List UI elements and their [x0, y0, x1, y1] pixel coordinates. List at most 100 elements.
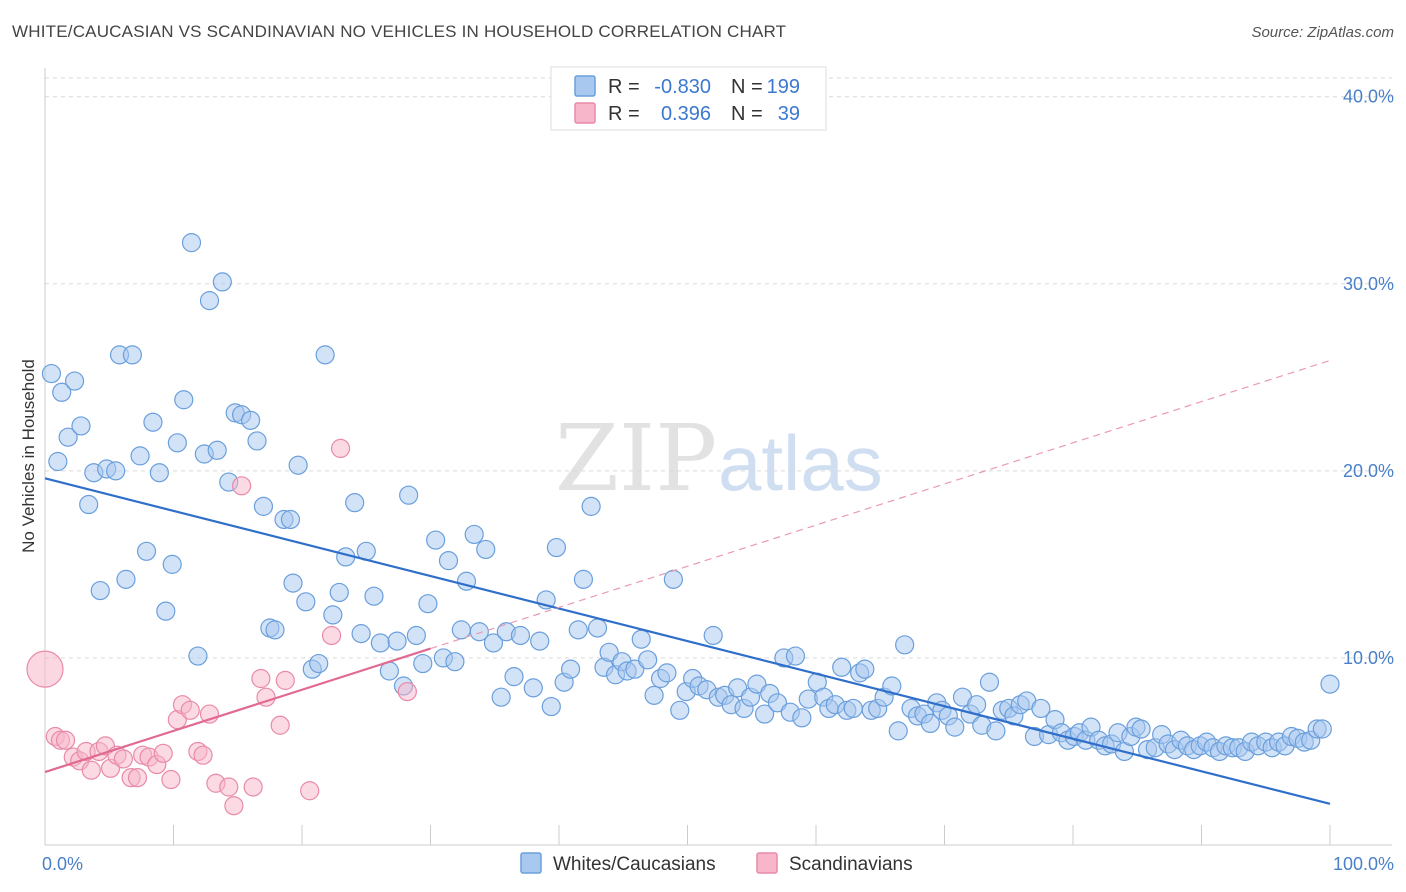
axes — [44, 68, 1392, 846]
legend-r-value-scandinavians: 0.396 — [661, 103, 711, 125]
point-whites — [670, 700, 690, 720]
point-whites — [90, 580, 110, 601]
point-whites — [767, 693, 788, 713]
watermark-atlas: atlas — [718, 419, 883, 507]
y-tick-label: 40.0% — [1343, 87, 1394, 107]
legend-r-value-whites: -0.830 — [654, 76, 711, 98]
point-whites — [491, 687, 511, 707]
point-whites — [41, 363, 62, 384]
trend-extension-scandinavians — [430, 359, 1331, 650]
point-scandinavians — [397, 681, 417, 702]
point-scandinavians — [161, 769, 181, 790]
point-whites — [387, 631, 407, 651]
point-whites — [523, 678, 543, 698]
legend-swatch-scandinavians — [574, 102, 596, 124]
point-whites — [79, 494, 99, 515]
point-whites — [445, 652, 465, 672]
point-scandinavians — [219, 777, 239, 797]
point-whites — [638, 650, 658, 670]
point-whites — [568, 620, 588, 640]
point-whites — [71, 416, 91, 436]
point-whites — [323, 605, 343, 625]
point-scandinavians — [300, 781, 320, 801]
point-whites — [504, 667, 524, 687]
point-whites — [418, 594, 438, 614]
bottom-legend: Whites/Caucasians Scandinavians — [520, 852, 913, 875]
point-whites — [207, 440, 227, 460]
point-whites — [843, 698, 863, 719]
point-whites — [979, 672, 1000, 692]
point-scandinavians — [26, 650, 64, 688]
point-whites — [785, 646, 806, 666]
point-whites — [469, 622, 489, 642]
point-whites — [573, 569, 594, 589]
point-scandinavians — [55, 730, 76, 750]
point-whites — [174, 390, 194, 410]
tick-labels: 10.0% 20.0% 30.0% 40.0% 0.0% 100.0% — [42, 87, 1394, 874]
watermark-zip: ZIP — [555, 405, 717, 512]
point-whites — [1320, 674, 1340, 694]
point-whites — [587, 618, 608, 638]
point-whites — [247, 431, 267, 451]
legend-n-value-scandinavians: 39 — [778, 103, 800, 125]
point-whites — [188, 646, 208, 666]
point-whites — [1031, 698, 1051, 719]
point-whites — [149, 463, 169, 483]
trend-line-whites — [44, 477, 1331, 805]
y-tick-label: 10.0% — [1343, 648, 1394, 668]
point-whites — [464, 524, 484, 545]
point-whites — [130, 446, 150, 466]
point-whites — [399, 485, 419, 505]
point-whites — [426, 530, 446, 550]
x-tick-label: 0.0% — [42, 854, 83, 874]
point-whites — [351, 624, 371, 644]
point-whites — [283, 573, 303, 593]
point-whites — [156, 601, 176, 621]
point-whites — [599, 642, 619, 662]
point-whites — [199, 291, 220, 311]
point-whites — [48, 451, 68, 472]
chart-source: Source: ZipAtlas.com — [1251, 24, 1394, 41]
point-whites — [1131, 719, 1151, 739]
point-whites — [58, 427, 78, 447]
point-whites — [510, 625, 531, 646]
grid — [45, 77, 1392, 659]
point-whites — [657, 663, 677, 683]
point-whites — [162, 554, 182, 574]
point-whites — [364, 586, 384, 606]
point-whites — [136, 541, 157, 561]
point-whites — [625, 659, 645, 679]
point-whites — [288, 455, 308, 475]
legend: R = -0.830 N = 199 R = 0.396 N = 39 — [550, 66, 827, 131]
point-scandinavians — [180, 700, 200, 720]
point-scandinavians — [270, 715, 290, 735]
point-whites — [747, 674, 767, 694]
point-whites — [309, 653, 329, 674]
point-whites — [530, 631, 550, 651]
point-whites — [882, 676, 902, 696]
point-whites — [581, 496, 601, 516]
point-whites — [329, 582, 349, 603]
y-axis-title: No Vehicles in Household — [19, 359, 38, 553]
point-whites — [546, 537, 567, 558]
point-whites — [631, 629, 651, 649]
legend-n-label-whites: N = — [731, 76, 763, 98]
point-whites — [52, 382, 72, 402]
point-whites — [438, 551, 459, 571]
chart-title: WHITE/CAUCASIAN VS SCANDINAVIAN NO VEHIC… — [12, 22, 787, 41]
legend-r-label-whites: R = — [608, 76, 640, 98]
x-tick-label: 100.0% — [1333, 854, 1394, 874]
y-tick-label: 30.0% — [1343, 274, 1394, 294]
point-whites — [855, 659, 875, 679]
trend-line-scandinavians — [44, 647, 431, 774]
bottom-legend-swatch-whites — [520, 852, 542, 874]
point-whites — [345, 493, 365, 513]
point-whites — [920, 713, 940, 734]
point-whites — [483, 633, 504, 653]
bottom-legend-label-whites: Whites/Caucasians — [553, 854, 716, 875]
series-points — [26, 233, 1340, 816]
point-whites — [644, 685, 664, 705]
point-whites — [792, 708, 812, 728]
bottom-legend-label-scandinavians: Scandinavians — [789, 854, 913, 875]
point-scandinavians — [224, 796, 244, 816]
